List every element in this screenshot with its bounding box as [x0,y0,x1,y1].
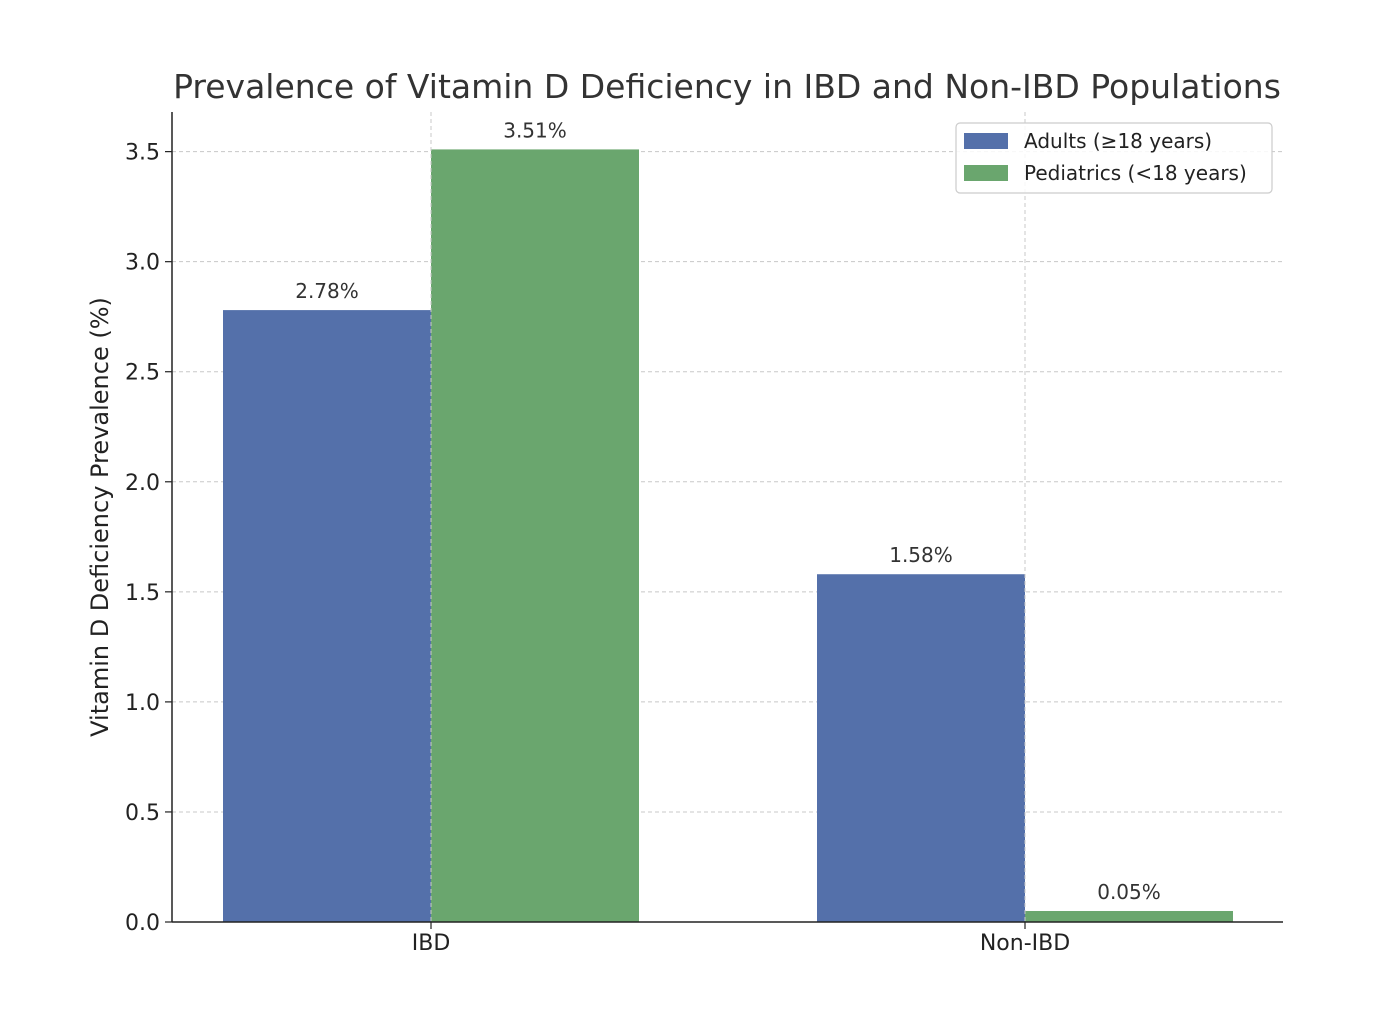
legend-label: Adults (≥18 years) [1024,129,1212,153]
y-tick-label: 1.5 [125,581,160,606]
y-tick-label: 2.0 [125,471,160,496]
y-tick-label: 2.5 [125,361,160,386]
legend-label: Pediatrics (<18 years) [1024,161,1247,185]
legend-swatch [964,165,1008,181]
y-tick-label: 3.5 [125,141,160,166]
data-label: 3.51% [503,118,567,142]
legend-swatch [964,133,1008,149]
x-tick-label: IBD [412,931,451,956]
chart-title: Prevalence of Vitamin D Deficiency in IB… [173,67,1281,106]
y-tick-label: 0.5 [125,801,160,826]
y-tick-label: 3.0 [125,251,160,276]
vertical-grid-layer [430,112,1026,922]
bar [223,310,431,922]
y-tick-label: 0.0 [125,911,160,936]
data-label: 2.78% [295,279,359,303]
y-axis-label: Vitamin D Deficiency Prevalence (%) [86,297,114,737]
data-label-layer: 2.78% 1.58% 3.51% 0.05% [295,118,1161,904]
axis-layer: 0.0 0.5 1.0 1.5 2.0 2.5 3.0 3.5 IBD Non-IBD [125,112,1283,956]
bar-layer [223,149,1233,923]
data-label: 1.58% [889,543,953,567]
legend: Adults (≥18 years) Pediatrics (<18 years) [955,122,1273,194]
x-tick-label: Non-IBD [980,931,1070,956]
bar [431,149,639,923]
bar [817,574,1025,922]
y-tick-label: 1.0 [125,691,160,716]
data-label: 0.05% [1097,880,1161,904]
bar [1025,910,1233,922]
legend-box [955,122,1273,194]
